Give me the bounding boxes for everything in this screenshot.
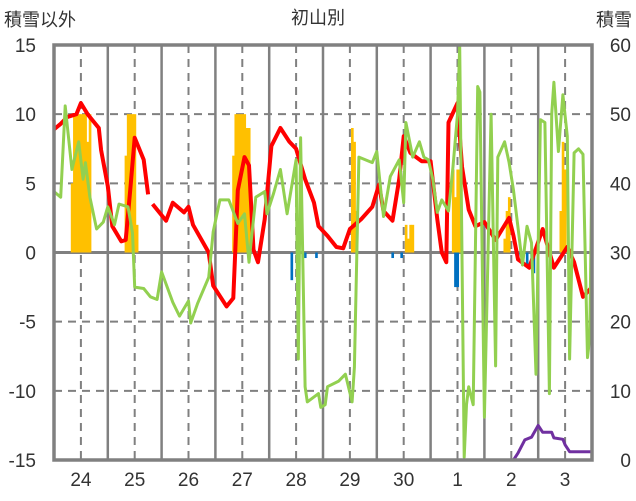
orange-bar [245, 128, 249, 253]
plot-border [52, 43, 594, 462]
orange-bar [135, 224, 139, 253]
blue-bar [525, 252, 529, 267]
orange-bar [351, 128, 354, 253]
plot-frame [52, 43, 594, 462]
left-y-tick-label: -15 [9, 451, 36, 472]
left-axis-title: 積雪以外 [4, 10, 76, 31]
right-y-tick-label: 20 [610, 313, 631, 334]
orange-bar [241, 114, 244, 253]
orange-bar [454, 197, 457, 253]
green-line [53, 44, 594, 459]
blue-bar [315, 252, 318, 259]
orange-bar [505, 211, 509, 253]
x-tick-label: 29 [339, 470, 360, 491]
orange-bar [407, 238, 410, 253]
right-y-tick-label: 10 [610, 382, 631, 403]
blue-bar [303, 252, 307, 259]
orange-bar [458, 169, 462, 253]
orange-bar [404, 224, 408, 253]
orange-bar [84, 114, 87, 253]
x-tick-label: 26 [178, 470, 199, 491]
blue-bar [400, 252, 403, 259]
orange-bar [561, 141, 565, 253]
orange-bar [70, 183, 74, 253]
orange-bar [75, 114, 78, 253]
chart-title: 初山別 [291, 8, 345, 29]
x-tick-label: 3 [560, 470, 571, 491]
right-y-tick-label: 60 [610, 36, 631, 57]
orange-bar [126, 114, 130, 253]
x-tick-label: 30 [393, 470, 414, 491]
orange-bar [133, 114, 137, 253]
red-line [52, 101, 594, 309]
tick-labels: 24 25 26 27 28 29 30 1 2 3151050-5-10-15605040302… [9, 36, 631, 491]
orange-bar [124, 155, 128, 253]
orange-bar [503, 238, 507, 253]
left-y-tick-label: 15 [15, 36, 36, 57]
right-y-tick-label: 30 [610, 244, 631, 265]
orange-bar [77, 114, 81, 253]
orange-bar [409, 224, 412, 253]
x-tick-label: 1 [452, 470, 463, 491]
blue-bar [391, 252, 395, 259]
orange-bar [232, 155, 235, 253]
left-y-tick-label: 5 [25, 174, 36, 195]
right-axis-title: 積雪 [596, 10, 632, 31]
orange-bar [559, 211, 563, 253]
right-y-tick-label: 40 [610, 174, 631, 195]
orange-bar [234, 114, 238, 253]
orange-bar [88, 114, 92, 253]
purple-line [54, 423, 592, 462]
orange-bar [73, 114, 76, 253]
left-y-tick-label: -5 [19, 313, 36, 334]
left-y-tick-label: -10 [9, 382, 36, 403]
left-y-tick-label: 0 [25, 244, 36, 265]
right-y-tick-label: 0 [620, 451, 631, 472]
orange-bar [563, 169, 567, 253]
orange-bar [86, 141, 90, 253]
orange-bar [353, 141, 356, 253]
x-tick-label: 25 [124, 470, 145, 491]
lines [52, 44, 594, 462]
blue-bar [532, 252, 536, 274]
x-tick-label: 2 [506, 470, 517, 491]
x-tick-label: 28 [286, 470, 307, 491]
orange-bar [79, 114, 83, 253]
left-y-tick-label: 10 [15, 105, 36, 126]
orange-bar [451, 169, 455, 253]
orange-bar [243, 114, 247, 253]
blue-bar [456, 252, 460, 288]
right-y-tick-label: 50 [610, 105, 631, 126]
blue-bar [290, 252, 294, 281]
orange-bar [456, 169, 460, 253]
orange-bar [411, 224, 415, 253]
blue-bar [454, 252, 457, 288]
x-tick-label: 24 [70, 470, 92, 491]
orange-bar [82, 114, 85, 253]
x-tick-label: 27 [232, 470, 253, 491]
